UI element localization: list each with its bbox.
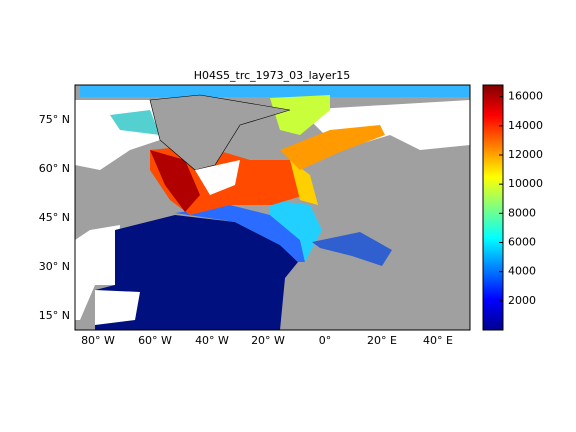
lon-tick-label: 80° W <box>81 334 115 347</box>
ocean <box>290 160 318 205</box>
colorbar-tick-label: 10000 <box>508 177 543 190</box>
colorbar-tick-label: 16000 <box>508 90 543 103</box>
ocean <box>175 205 305 262</box>
lat-tick-label: 75° N <box>39 113 70 126</box>
map-title: H04S5_trc_1973_03_layer15 <box>194 69 350 82</box>
lon-tick-label: 40° W <box>195 334 229 347</box>
lon-tick-label: 60° W <box>138 334 172 347</box>
ocean <box>150 150 200 212</box>
lat-tick-label: 60° N <box>39 162 70 175</box>
lat-tick-label: 15° N <box>39 309 70 322</box>
colorbar-tick-label: 4000 <box>508 265 536 278</box>
mediterranean <box>312 232 392 266</box>
map-frame <box>74 84 471 331</box>
lon-tick-label: 0° <box>319 334 332 347</box>
caribbean-islands <box>95 290 140 325</box>
colorbar-tick-label: 14000 <box>508 119 543 132</box>
lon-tick-label: 20° W <box>251 334 285 347</box>
ocean <box>95 215 298 330</box>
colorbar-tick-label: 2000 <box>508 294 536 307</box>
lon-tick-label: 20° E <box>367 334 397 347</box>
greenland <box>149 94 291 171</box>
colorbar-tick-label: 6000 <box>508 236 536 249</box>
no-data <box>195 160 240 195</box>
lon-tick-label: 40° E <box>423 334 453 347</box>
lat-tick-label: 45° N <box>39 211 70 224</box>
ocean <box>270 200 322 262</box>
ocean <box>110 110 160 135</box>
colorbar <box>482 84 504 331</box>
ocean <box>270 95 330 135</box>
no-data <box>75 225 120 320</box>
colorbar-tick-label: 12000 <box>508 148 543 161</box>
colorbar-tick-label: 8000 <box>508 206 536 219</box>
map <box>75 85 470 330</box>
ocean <box>280 125 385 170</box>
lat-tick-label: 30° N <box>39 260 70 273</box>
arctic-ocean <box>80 85 470 97</box>
